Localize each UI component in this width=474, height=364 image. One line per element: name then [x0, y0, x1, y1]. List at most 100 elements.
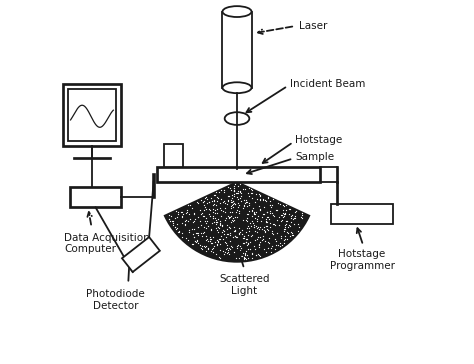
Point	[214, 224, 222, 230]
Point	[203, 249, 210, 254]
Point	[169, 218, 177, 223]
Point	[243, 199, 251, 205]
Point	[189, 241, 196, 247]
Point	[291, 213, 298, 219]
Point	[251, 215, 259, 221]
Point	[223, 222, 231, 228]
Point	[288, 229, 295, 235]
Point	[215, 189, 222, 195]
Point	[272, 238, 280, 244]
Point	[262, 218, 270, 224]
Point	[221, 201, 229, 206]
Point	[221, 209, 229, 215]
Point	[211, 239, 219, 245]
Point	[269, 211, 276, 217]
Point	[246, 200, 253, 206]
Point	[214, 239, 221, 245]
Point	[200, 214, 207, 219]
Point	[261, 228, 269, 234]
Point	[276, 244, 284, 249]
Point	[171, 215, 178, 221]
Point	[252, 237, 259, 243]
Point	[256, 193, 264, 198]
Point	[168, 218, 176, 224]
Point	[190, 218, 198, 224]
Point	[229, 199, 237, 205]
Point	[212, 251, 220, 257]
Point	[252, 252, 260, 258]
Point	[279, 242, 286, 248]
Point	[231, 228, 238, 234]
Point	[253, 223, 260, 229]
Point	[231, 214, 238, 220]
Point	[165, 212, 173, 218]
Point	[280, 211, 288, 217]
Point	[174, 209, 182, 215]
Point	[268, 202, 276, 208]
Point	[254, 230, 261, 236]
Point	[193, 199, 201, 205]
Point	[211, 210, 219, 216]
Point	[201, 229, 208, 235]
Point	[216, 222, 224, 228]
Point	[264, 209, 271, 214]
Point	[289, 232, 296, 237]
Point	[271, 221, 278, 227]
Point	[217, 234, 225, 240]
Point	[231, 234, 239, 240]
Point	[243, 236, 250, 242]
Point	[240, 240, 248, 246]
Point	[217, 222, 224, 228]
Point	[231, 181, 239, 187]
Point	[249, 220, 257, 226]
Point	[200, 224, 208, 230]
Point	[243, 242, 251, 248]
Point	[178, 213, 185, 219]
Point	[205, 199, 213, 205]
Point	[260, 211, 268, 217]
Point	[217, 236, 224, 242]
Point	[230, 188, 238, 194]
Point	[255, 241, 263, 247]
Point	[199, 210, 206, 216]
Point	[235, 188, 242, 194]
Point	[283, 207, 290, 213]
Point	[282, 210, 289, 215]
Point	[208, 241, 215, 246]
Point	[185, 202, 192, 208]
Point	[280, 240, 287, 246]
Point	[217, 221, 224, 226]
Point	[243, 225, 251, 231]
Point	[227, 199, 235, 205]
Point	[253, 196, 260, 202]
Point	[231, 187, 238, 193]
Point	[216, 241, 223, 247]
Point	[270, 213, 277, 218]
Point	[234, 195, 241, 201]
Point	[235, 225, 243, 231]
Point	[236, 195, 244, 201]
Point	[243, 203, 250, 209]
Point	[173, 222, 181, 228]
Point	[256, 253, 264, 258]
Ellipse shape	[225, 112, 249, 125]
Point	[217, 187, 224, 193]
Point	[231, 233, 239, 238]
Point	[223, 242, 231, 248]
Point	[288, 212, 295, 218]
Point	[291, 215, 298, 221]
Point	[209, 215, 217, 221]
Point	[236, 189, 244, 195]
Point	[191, 238, 199, 244]
Point	[286, 223, 294, 229]
Point	[213, 241, 220, 246]
Point	[188, 226, 196, 232]
Point	[242, 199, 249, 205]
Point	[197, 245, 205, 250]
Point	[208, 220, 216, 226]
Point	[219, 223, 226, 229]
Point	[267, 210, 274, 215]
Point	[201, 195, 209, 201]
Point	[210, 202, 217, 208]
Text: Photodiode
Detector: Photodiode Detector	[86, 289, 145, 310]
